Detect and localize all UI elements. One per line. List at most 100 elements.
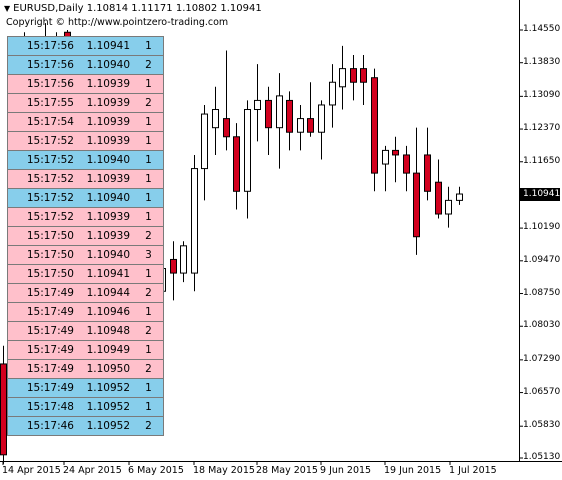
tick-row: 15:17:49 1.10949 1 [7, 340, 164, 360]
candle [360, 54, 367, 105]
tick-volume: 1 [134, 36, 164, 56]
bear-candle-body [350, 68, 357, 83]
tick-row: 15:17:50 1.10939 2 [7, 226, 164, 246]
bull-candle-body [318, 104, 325, 133]
tick-time: 15:17:49 [7, 340, 78, 360]
bull-candle-body [180, 245, 187, 274]
price-tick-label: 1.06570 [523, 386, 561, 397]
tick-price: 1.10939 [78, 74, 134, 94]
tick-time: 15:17:49 [7, 302, 78, 322]
price-tick-label: 1.12370 [523, 123, 561, 134]
tick-time: 15:17:50 [7, 264, 78, 284]
tick-row: 15:17:49 1.10950 2 [7, 359, 164, 379]
tick-row: 15:17:49 1.10946 1 [7, 302, 164, 322]
bull-candle-body [382, 149, 389, 165]
bull-candle-body [212, 109, 219, 129]
tick-volume: 1 [134, 74, 164, 94]
bull-candle-body [276, 95, 283, 129]
bull-candle-body [254, 99, 261, 111]
tick-price: 1.10946 [78, 302, 134, 322]
tick-row: 15:17:52 1.10940 1 [7, 188, 164, 208]
bear-candle-body [223, 118, 230, 138]
tick-price: 1.10952 [78, 378, 134, 398]
date-tick-label: 24 Apr 2015 [63, 465, 122, 476]
date-tick-label: 19 Jun 2015 [384, 465, 442, 476]
tick-price: 1.10939 [78, 93, 134, 113]
tick-volume: 1 [134, 169, 164, 189]
candle [0, 345, 7, 464]
tick-price: 1.10941 [78, 264, 134, 284]
price-tick-label: 1.13090 [523, 90, 561, 101]
tick-volume: 3 [134, 245, 164, 265]
bear-candle-body [0, 363, 7, 456]
bear-candle-body [435, 181, 442, 215]
tick-volume: 1 [134, 150, 164, 170]
tick-time: 15:17:49 [7, 283, 78, 303]
tick-table: 15:17:56 1.10941 1 15:17:56 1.10940 2 15:17:56… [7, 36, 164, 436]
tick-volume: 2 [134, 416, 164, 436]
candle [265, 86, 272, 155]
price-tick-label: 1.08030 [523, 320, 561, 331]
tick-row: 15:17:49 1.10944 2 [7, 283, 164, 303]
bear-candle-body [413, 172, 420, 238]
tick-price: 1.10944 [78, 283, 134, 303]
tick-volume: 2 [134, 321, 164, 341]
bull-candle-body [244, 109, 251, 192]
tick-time: 15:17:55 [7, 93, 78, 113]
tick-time: 15:17:52 [7, 169, 78, 189]
tick-time: 15:17:49 [7, 378, 78, 398]
tick-row: 15:17:49 1.10948 2 [7, 321, 164, 341]
candle [233, 123, 240, 210]
candle [170, 241, 177, 301]
date-tick-label: 28 May 2015 [256, 465, 318, 476]
tick-price: 1.10939 [78, 112, 134, 132]
price-tick-label: 1.05130 [523, 452, 561, 462]
tick-volume: 2 [134, 283, 164, 303]
candle [382, 145, 389, 192]
tick-row: 15:17:55 1.10939 2 [7, 93, 164, 113]
tick-time: 15:17:50 [7, 245, 78, 265]
candle [201, 104, 208, 201]
tick-time: 15:17:48 [7, 397, 78, 417]
tick-row: 15:17:56 1.10940 2 [7, 55, 164, 75]
tick-time: 15:17:49 [7, 321, 78, 341]
candle [339, 45, 346, 110]
candle [318, 100, 325, 160]
bear-candle-body [265, 99, 272, 129]
tick-time: 15:17:54 [7, 112, 78, 132]
bull-candle-body [456, 193, 463, 201]
candle [403, 145, 410, 192]
tick-time: 15:17:52 [7, 131, 78, 151]
tick-price: 1.10940 [78, 150, 134, 170]
tick-price: 1.10939 [78, 226, 134, 246]
candle [392, 136, 399, 183]
candle [435, 159, 442, 219]
tick-volume: 1 [134, 131, 164, 151]
price-tick-label: 1.11650 [523, 155, 561, 166]
tick-time: 15:17:46 [7, 416, 78, 436]
tick-price: 1.10940 [78, 245, 134, 265]
bear-candle-body [403, 154, 410, 174]
candle [286, 91, 293, 151]
tick-time: 15:17:56 [7, 36, 78, 56]
candle [223, 50, 230, 151]
tick-volume: 2 [134, 226, 164, 246]
bear-candle-body [360, 68, 367, 83]
tick-volume: 1 [134, 264, 164, 284]
bear-candle-body [307, 118, 314, 133]
price-tick-label: 1.10190 [523, 222, 561, 233]
tick-row: 15:17:52 1.10939 1 [7, 207, 164, 227]
bull-candle-body [445, 199, 452, 215]
bear-candle-body [170, 258, 177, 274]
candle [191, 154, 198, 292]
date-tick-label: 6 May 2015 [128, 465, 184, 476]
candle [297, 104, 304, 151]
bear-candle-body [424, 154, 431, 192]
bear-candle-body [371, 77, 378, 174]
symbol-header: ▼ EURUSD,Daily 1.10814 1.11171 1.10802 1.… [4, 3, 262, 14]
tick-price: 1.10948 [78, 321, 134, 341]
tick-row: 15:17:49 1.10952 1 [7, 378, 164, 398]
tick-volume: 2 [134, 93, 164, 113]
tick-row: 15:17:56 1.10941 1 [7, 36, 164, 56]
